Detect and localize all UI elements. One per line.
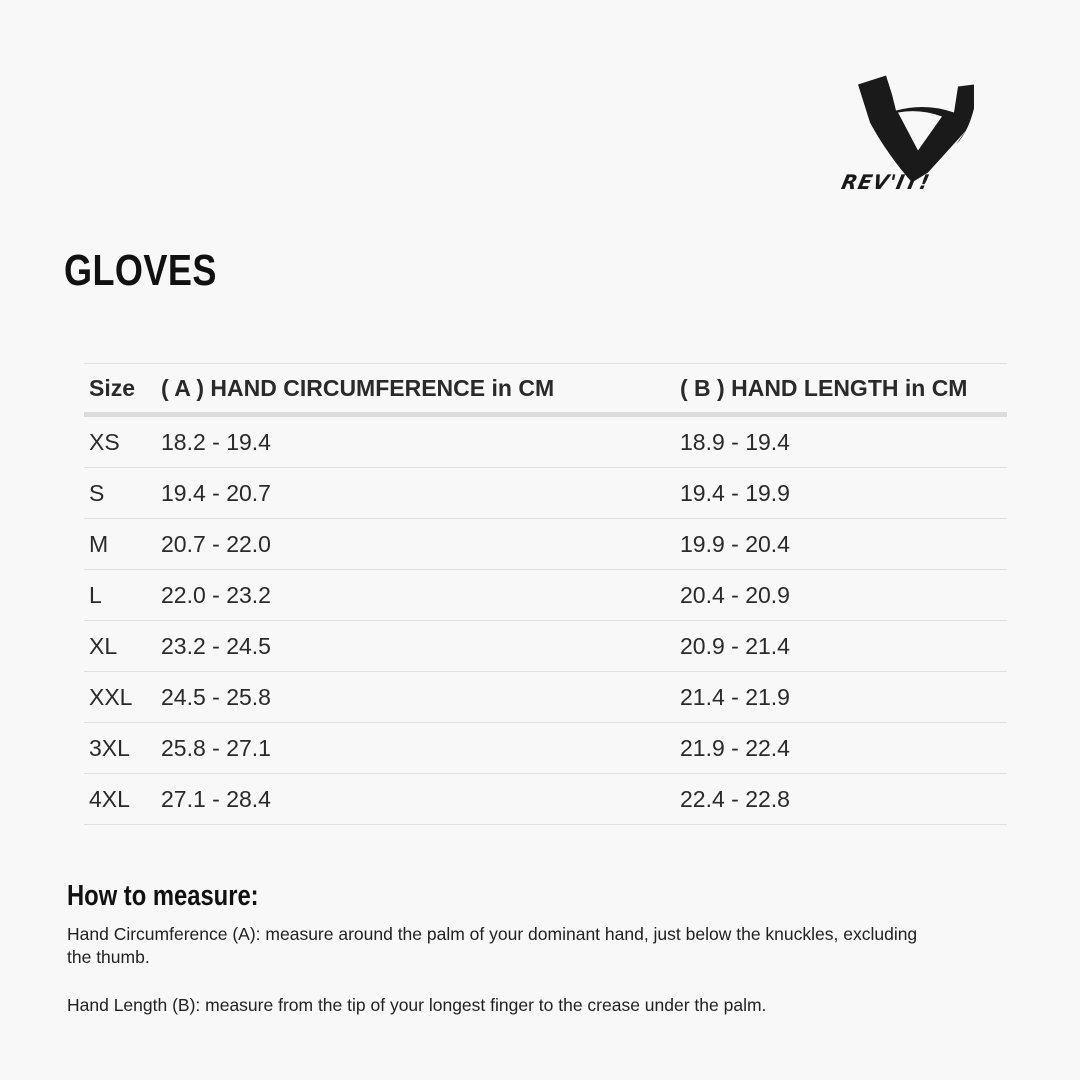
header-size: Size [84,363,161,417]
cell-size: L [84,569,161,621]
cell-length: 21.4 - 21.9 [680,671,1007,723]
how-to-heading: How to measure: [67,880,259,912]
cell-circumference: 23.2 - 24.5 [161,620,680,672]
table-header: Size ( A ) HAND CIRCUMFERENCE in CM ( B … [84,363,1007,417]
circumference-instructions: Hand Circumference (A): measure around t… [67,924,918,967]
table-row: M 20.7 - 22.0 19.9 - 20.4 [84,518,1007,570]
logo-shield-icon [858,75,974,183]
cell-length: 19.9 - 20.4 [680,518,1007,570]
cell-circumference: 20.7 - 22.0 [161,518,680,570]
cell-length: 22.4 - 22.8 [680,773,1007,825]
table-row: 4XL 27.1 - 28.4 22.4 - 22.8 [84,773,1007,825]
cell-length: 18.9 - 19.4 [680,414,1007,468]
table-row: XXL 24.5 - 25.8 21.4 - 21.9 [84,671,1007,723]
table-row: XL 23.2 - 24.5 20.9 - 21.4 [84,620,1007,672]
cell-circumference: 22.0 - 23.2 [161,569,680,621]
cell-size: 4XL [84,773,161,825]
length-instructions: Hand Length (B): measure from the tip of… [67,995,767,1015]
table-row: L 22.0 - 23.2 20.4 - 20.9 [84,569,1007,621]
cell-circumference: 19.4 - 20.7 [161,467,680,519]
cell-length: 20.4 - 20.9 [680,569,1007,621]
cell-length: 21.9 - 22.4 [680,722,1007,774]
cell-circumference: 24.5 - 25.8 [161,671,680,723]
page-title: GLOVES [64,246,217,295]
cell-size: S [84,467,161,519]
cell-size: M [84,518,161,570]
cell-circumference: 18.2 - 19.4 [161,414,680,468]
cell-length: 20.9 - 21.4 [680,620,1007,672]
cell-size: XL [84,620,161,672]
table-row: S 19.4 - 20.7 19.4 - 19.9 [84,467,1007,519]
table-row: 3XL 25.8 - 27.1 21.9 - 22.4 [84,722,1007,774]
header-circumference: ( A ) HAND CIRCUMFERENCE in CM [161,363,680,417]
cell-size: XXL [84,671,161,723]
header-length: ( B ) HAND LENGTH in CM [680,363,1007,417]
table-row: XS 18.2 - 19.4 18.9 - 19.4 [84,414,1007,468]
brand-wordmark: REV'IT! [839,170,933,194]
brand-logo [858,75,974,183]
size-table: Size ( A ) HAND CIRCUMFERENCE in CM ( B … [84,363,1007,825]
cell-circumference: 25.8 - 27.1 [161,722,680,774]
cell-size: 3XL [84,722,161,774]
cell-circumference: 27.1 - 28.4 [161,773,680,825]
cell-size: XS [84,414,161,468]
cell-length: 19.4 - 19.9 [680,467,1007,519]
